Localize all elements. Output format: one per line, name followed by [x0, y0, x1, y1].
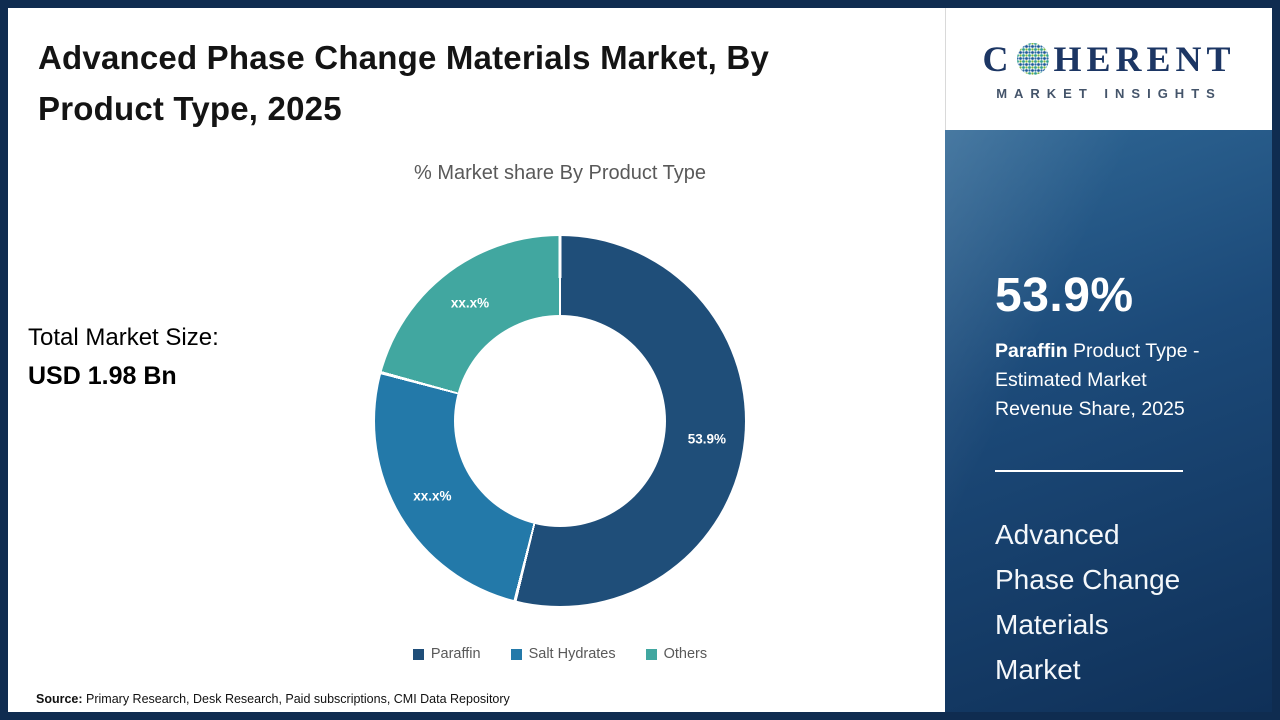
- legend-item-others: Others: [645, 646, 708, 662]
- panel-stat: 53.9%: [995, 269, 1134, 322]
- logo-brand: C HERENT: [982, 38, 1235, 80]
- legend-label-paraffin: Paraffin: [430, 646, 481, 662]
- legend-item-salt-hydrates: Salt Hydrates: [510, 646, 616, 662]
- dotted-globe-icon: [1017, 42, 1050, 75]
- panel-stat-description: Paraffin Product Type - Estimated Market…: [995, 337, 1223, 424]
- legend-label-salt-hydrates: Salt Hydrates: [528, 646, 616, 662]
- legend-swatch-salt-hydrates: [510, 648, 522, 660]
- legend-swatch-paraffin: [412, 648, 424, 660]
- panel-market-name: Advanced Phase Change Materials Market: [995, 519, 1181, 685]
- total-market-size-label: Total Market Size:: [28, 324, 219, 351]
- legend: Paraffin Salt Hydrates Others: [200, 646, 920, 662]
- source-text: Primary Research, Desk Research, Paid su…: [82, 692, 510, 706]
- legend-swatch-others: [645, 648, 657, 660]
- legend-label-others: Others: [663, 646, 708, 662]
- page-title: Advanced Phase Change Materials Market, …: [38, 39, 769, 128]
- logo-tagline: MARKET INSIGHTS: [996, 85, 1222, 101]
- total-market-size: Total Market Size: USD 1.98 Bn: [28, 324, 219, 391]
- main-content: Advanced Phase Change Materials Market, …: [8, 8, 945, 712]
- panel-stat-desc-bold: Paraffin: [995, 340, 1068, 362]
- source-prefix: Source:: [36, 692, 83, 706]
- panel-dark-area: 53.9% Paraffin Product Type - Estimated …: [945, 130, 1272, 712]
- total-market-size-value: USD 1.98 Bn: [28, 362, 177, 390]
- logo-brand-prefix: C: [982, 38, 1014, 79]
- donut-hole: [454, 315, 666, 527]
- slice-label-0: 53.9%: [687, 431, 727, 447]
- donut-chart: 53.9% xx.x% xx.x%: [375, 236, 745, 606]
- logo: C HERENT MARKET INSIGHTS: [945, 8, 1272, 130]
- legend-item-paraffin: Paraffin: [412, 646, 481, 662]
- panel-stat-desc-rest: Product Type - Estimated Market Revenue …: [995, 340, 1200, 420]
- slice-label-2: xx.x%: [450, 295, 490, 311]
- slice-label-1: xx.x%: [413, 488, 452, 504]
- panel-divider: [995, 470, 1183, 472]
- logo-brand-suffix: HERENT: [1053, 38, 1236, 79]
- source-line: Source: Primary Research, Desk Research,…: [36, 692, 510, 706]
- side-panel: C HERENT MARKET INSIGHTS: [945, 8, 1272, 712]
- chart-title: % Market share By Product Type: [414, 162, 706, 184]
